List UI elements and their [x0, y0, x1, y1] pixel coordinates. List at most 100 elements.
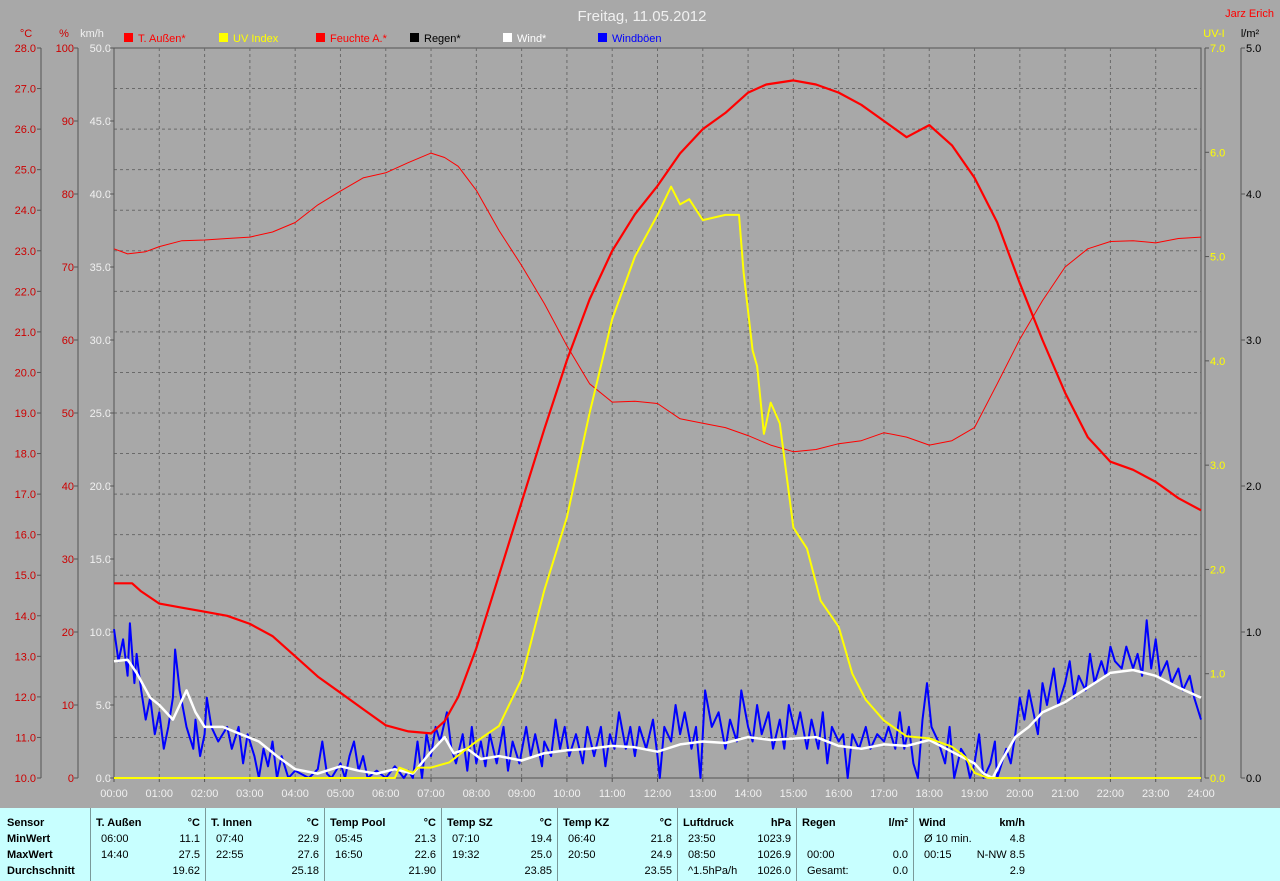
wind-tick-label: 10.0 [90, 627, 111, 639]
legend-swatch [316, 33, 325, 42]
stats-title: Luftdruck [683, 817, 734, 829]
x-tick-label: 24:00 [1187, 788, 1215, 800]
legend-swatch [410, 33, 419, 42]
stats-column-regen: Regen l/m² 00:00 0.0 Gesamt: 0.0 [796, 808, 914, 881]
uv-tick-label: 3.0 [1210, 460, 1225, 472]
stats-title: Wind [919, 817, 946, 829]
stats-min-value: 21.8 [650, 833, 672, 845]
stats-max-time: 08:50 [688, 849, 716, 861]
temp-tick-label: 23.0 [15, 246, 36, 258]
stats-title: T. Außen [96, 817, 142, 829]
x-tick-label: 07:00 [417, 788, 445, 800]
x-tick-label: 16:00 [825, 788, 853, 800]
rain-tick-label: 2.0 [1246, 481, 1261, 493]
stats-label-max: MaxWert [7, 849, 53, 861]
temp-tick-label: 28.0 [15, 43, 36, 55]
wind-tick-label: 25.0 [90, 408, 111, 420]
x-tick-label: 10:00 [553, 788, 581, 800]
legend-label: T. Außen* [138, 33, 186, 45]
stats-label-sensor: Sensor [7, 817, 45, 829]
stats-max-value: 22.6 [414, 849, 436, 861]
temp-tick-label: 13.0 [15, 651, 36, 663]
stats-unit: °C [423, 817, 436, 829]
legend-label: Windböen [612, 33, 662, 45]
temp-tick-label: 19.0 [15, 408, 36, 420]
uv-tick-label: 5.0 [1210, 252, 1225, 264]
stats-avg-value: 21.90 [408, 865, 436, 877]
stats-column-t-außen: T. Außen °C 06:00 11.1 14:40 27.5 19.62 [90, 808, 206, 881]
stats-min-time: 06:40 [568, 833, 596, 845]
stats-column-t-innen: T. Innen °C 07:40 22.9 22:55 27.6 25.18 [205, 808, 325, 881]
wind-tick-label: 50.0 [90, 43, 111, 55]
temp-tick-label: 22.0 [15, 286, 36, 298]
stats-min-time: Ø 10 min. [924, 833, 972, 845]
stats-unit: km/h [999, 817, 1025, 829]
humidity-tick-label: 10 [62, 700, 74, 712]
uv-tick-label: 2.0 [1210, 564, 1225, 576]
stats-table: Sensor MinWert MaxWert Durchschnitt T. A… [0, 808, 1280, 881]
stats-max-value: 25.0 [530, 849, 552, 861]
uv-tick-label: 7.0 [1210, 43, 1225, 55]
legend-swatch [219, 33, 228, 42]
series-wind [113, 658, 1202, 780]
stats-max-value: N-NW 8.5 [976, 849, 1025, 861]
temp-tick-label: 18.0 [15, 449, 36, 461]
x-tick-label: 02:00 [191, 788, 219, 800]
stats-max-time: 22:55 [216, 849, 244, 861]
x-tick-label: 19:00 [961, 788, 989, 800]
stats-min-value: 19.4 [530, 833, 552, 845]
x-tick-label: 09:00 [508, 788, 536, 800]
temp-tick-label: 21.0 [15, 327, 36, 339]
legend-label: Feuchte A.* [330, 33, 388, 45]
stats-avg-label: Gesamt: [807, 865, 849, 877]
stats-title: Temp SZ [447, 817, 493, 829]
stats-min-value: 21.3 [414, 833, 436, 845]
temp-tick-label: 16.0 [15, 530, 36, 542]
stats-avg-label: ^1.5hPa/h [688, 865, 738, 877]
humidity-tick-label: 90 [62, 116, 74, 128]
stats-min-time: 05:45 [335, 833, 363, 845]
series-t-außen [114, 79, 1202, 735]
legend: T. Außen* UV Index Feuchte A.* Regen* Wind* W… [124, 33, 662, 45]
stats-min-time: 07:40 [216, 833, 244, 845]
wind-tick-label: 5.0 [96, 700, 111, 712]
humidity-tick-label: 100 [56, 43, 74, 55]
stats-title: Regen [802, 817, 836, 829]
stats-max-time: 19:32 [452, 849, 480, 861]
temp-tick-label: 15.0 [15, 570, 36, 582]
author-label: Jarz Erich [1225, 8, 1274, 20]
x-tick-label: 08:00 [463, 788, 491, 800]
stats-max-time: 00:00 [807, 849, 835, 861]
weather-chart: Freitag, 11.05.2012 Jarz Erich T. Außen*… [15, 8, 1274, 800]
stats-column-wind: Wind km/h Ø 10 min. 4.8 00:15 N-NW 8.5 2.9 [913, 808, 1031, 881]
x-tick-label: 00:00 [100, 788, 128, 800]
rain-tick-label: 1.0 [1246, 627, 1261, 639]
x-tick-label: 18:00 [915, 788, 943, 800]
temp-tick-label: 20.0 [15, 367, 36, 379]
x-tick-label: 12:00 [644, 788, 672, 800]
rain-tick-label: 5.0 [1246, 43, 1261, 55]
stats-avg-value: 25.18 [291, 865, 319, 877]
uv-tick-label: 4.0 [1210, 356, 1225, 368]
temp-tick-label: 10.0 [15, 773, 36, 785]
stats-label-column: Sensor MinWert MaxWert Durchschnitt [0, 808, 90, 881]
stats-min-value: 4.8 [1009, 833, 1025, 845]
temp-tick-label: 11.0 [15, 732, 36, 744]
series-windböen [113, 619, 1202, 779]
stats-avg-value: 2.9 [1009, 865, 1025, 877]
x-tick-label: 04:00 [281, 788, 309, 800]
chart-title: Freitag, 11.05.2012 [578, 8, 707, 25]
stats-min-value: 22.9 [297, 833, 319, 845]
x-tick-label: 05:00 [327, 788, 355, 800]
humidity-tick-label: 20 [62, 627, 74, 639]
temp-tick-label: 27.0 [15, 84, 36, 96]
stats-max-value: 27.5 [178, 849, 200, 861]
stats-column-temp-kz: Temp KZ °C 06:40 21.8 20:50 24.9 23.55 [557, 808, 678, 881]
wind-tick-label: 15.0 [90, 554, 111, 566]
stats-title: Temp KZ [563, 817, 610, 829]
x-tick-label: 23:00 [1142, 788, 1170, 800]
stats-column-luftdruck: Luftdruck hPa 23:50 1023.9 08:50 1026.9 ^1.5hP… [677, 808, 797, 881]
temp-tick-label: 26.0 [15, 124, 36, 136]
stats-unit: l/m² [888, 817, 908, 829]
stats-min-value: 1023.9 [757, 833, 791, 845]
